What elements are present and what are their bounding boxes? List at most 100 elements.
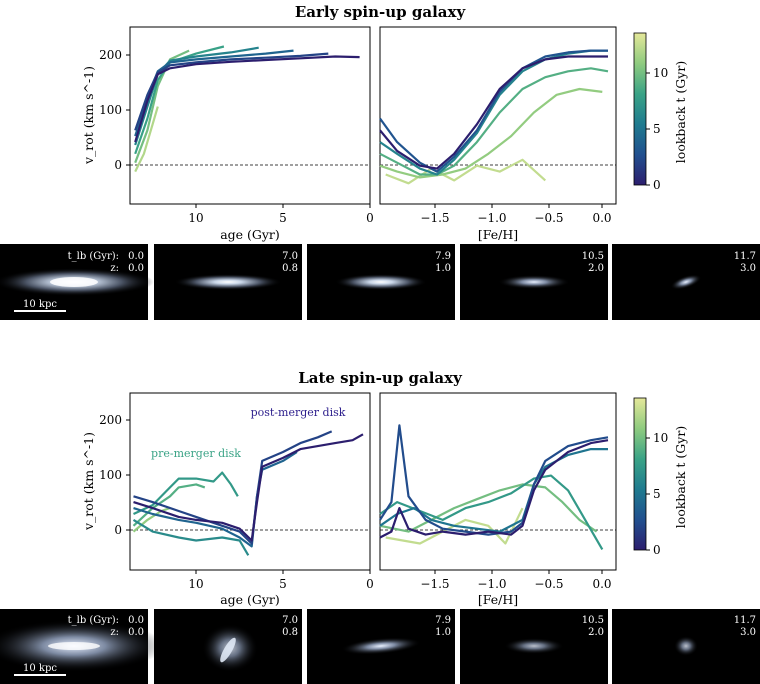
- x-tick-label: −1.0: [477, 211, 506, 225]
- snapshot-row-bottom: t_lb (Gyr): z: 0.0 0.0 10 kpc 7.0 0.8 7.…: [0, 609, 760, 684]
- series-line: [379, 49, 608, 176]
- series-line: [379, 67, 609, 176]
- plot-frame: [129, 26, 371, 205]
- y-axis-label: v_rot (km s^-1): [81, 66, 96, 165]
- series-line: [134, 46, 259, 146]
- snapshot-z: 3.0: [740, 627, 756, 638]
- colorbar-tick: 0: [653, 543, 661, 557]
- y-tick-marks: [126, 54, 130, 166]
- x-tick-label: −1.5: [420, 211, 449, 225]
- colorbar-top: 0 5 10 lookback t (Gyr): [633, 32, 688, 192]
- series-line: [134, 106, 159, 173]
- snapshot-tlb: 7.9: [435, 615, 451, 626]
- series-group: [132, 430, 364, 556]
- panel-early-age: 0 100 200 10 5 0 age (Gyr) v_rot (km s^-…: [81, 26, 374, 242]
- snapshot-tlb: 11.7: [734, 251, 756, 262]
- snapshot-z: 1.0: [435, 627, 451, 638]
- series-line: [385, 158, 547, 185]
- x-tick-label: −0.5: [534, 211, 563, 225]
- chart-title-early: Early spin-up galaxy: [295, 3, 467, 21]
- snapshot-row-top: t_lb (Gyr): z: 0.0 0.0 10 kpc 7.0 0.8 7.…: [0, 244, 760, 320]
- snapshot-panel: 7.0 0.8: [154, 244, 302, 320]
- series-line: [379, 448, 608, 533]
- x-tick-label: −0.5: [534, 577, 563, 591]
- snapshot-panel: 10.5 2.0: [460, 244, 608, 320]
- snapshot-tlb: 7.9: [435, 251, 451, 262]
- snapshot-tlb-label: t_lb (Gyr):: [68, 251, 119, 262]
- colorbar-tick: 0: [653, 178, 661, 192]
- snapshot-panel: 7.9 1.0: [307, 244, 455, 320]
- snapshot-z: 0.0: [128, 627, 144, 638]
- snapshot-panel: t_lb (Gyr): z: 0.0 0.0 10 kpc: [0, 609, 164, 684]
- snapshot-tlb-label: t_lb (Gyr):: [68, 615, 119, 626]
- x-tick-label: 0: [366, 211, 374, 225]
- snapshot-z-label: z:: [110, 263, 119, 274]
- series-group: [379, 424, 609, 550]
- snapshot-tlb: 0.0: [128, 251, 144, 262]
- series-line: [134, 49, 190, 164]
- series-line: [133, 430, 333, 545]
- series-line: [379, 49, 608, 173]
- colorbar-bottom: 0 5 10 lookback t (Gyr): [633, 397, 688, 557]
- snapshot-z: 2.0: [588, 627, 604, 638]
- annotation-pre-merger: pre-merger disk: [151, 447, 241, 460]
- series-line: [379, 474, 604, 550]
- plot-frame: [129, 392, 371, 571]
- scale-bar-label: 10 kpc: [23, 663, 57, 674]
- series-line: [379, 483, 598, 533]
- snapshot-tlb: 11.7: [734, 615, 756, 626]
- y-tick-label: 100: [99, 103, 122, 117]
- colorbar-label: lookback t (Gyr): [673, 426, 688, 528]
- annotation-post-merger: post-merger disk: [251, 406, 346, 419]
- snapshot-panel: 7.9 1.0: [307, 609, 455, 684]
- series-line: [132, 483, 206, 527]
- chart-title-late: Late spin-up galaxy: [298, 369, 463, 387]
- x-tick-marks: [195, 204, 371, 208]
- x-tick-label: 0.0: [592, 577, 611, 591]
- x-tick-label: 5: [279, 211, 287, 225]
- snapshot-panel: 11.7 3.0: [612, 244, 760, 320]
- x-axis-label: age (Gyr): [220, 227, 280, 242]
- y-tick-label: 200: [99, 413, 122, 427]
- series-line: [134, 55, 360, 143]
- y-axis-label: v_rot (km s^-1): [81, 432, 96, 531]
- series-line: [133, 451, 298, 548]
- colorbar-gradient: [633, 397, 647, 551]
- series-line: [379, 424, 609, 536]
- series-line: [132, 518, 250, 556]
- y-tick-label: 0: [114, 523, 122, 537]
- series-group: [134, 45, 360, 173]
- panel-late-age: 0 100 200 10 5 0 age (Gyr) v_rot (km s^-…: [81, 392, 374, 607]
- snapshot-panel: 10.5 2.0: [460, 609, 608, 684]
- colorbar-gradient: [633, 32, 647, 186]
- x-tick-marks: [434, 204, 603, 208]
- x-tick-label: 0: [366, 577, 374, 591]
- x-axis-label: age (Gyr): [220, 592, 280, 607]
- x-axis-label: [Fe/H]: [478, 227, 518, 242]
- series-line: [379, 439, 609, 539]
- series-line: [133, 433, 364, 542]
- snapshot-tlb: 7.0: [282, 251, 298, 262]
- x-tick-label: 0.0: [592, 211, 611, 225]
- series-line: [379, 87, 603, 179]
- snapshot-z: 2.0: [588, 263, 604, 274]
- x-tick-label: 10: [188, 577, 203, 591]
- snapshot-z: 0.0: [128, 263, 144, 274]
- snapshot-z: 3.0: [740, 263, 756, 274]
- snapshot-panel: 7.0 0.8: [154, 609, 302, 684]
- y-tick-label: 0: [114, 158, 122, 172]
- y-tick-label: 200: [99, 48, 122, 62]
- x-tick-label: 5: [279, 577, 287, 591]
- colorbar-tick: 5: [653, 487, 661, 501]
- snapshot-tlb: 7.0: [282, 615, 298, 626]
- plot-frame: [379, 26, 617, 205]
- scale-bar-label: 10 kpc: [23, 299, 57, 310]
- series-line: [385, 507, 524, 545]
- x-axis-label: [Fe/H]: [478, 592, 518, 607]
- snapshot-tlb: 10.5: [582, 251, 604, 262]
- colorbar-label: lookback t (Gyr): [673, 61, 688, 163]
- colorbar-tick: 10: [653, 431, 668, 445]
- panel-early-feh: −1.5 −1.0 −0.5 0.0 [Fe/H]: [379, 26, 617, 242]
- snapshot-z-label: z:: [110, 627, 119, 638]
